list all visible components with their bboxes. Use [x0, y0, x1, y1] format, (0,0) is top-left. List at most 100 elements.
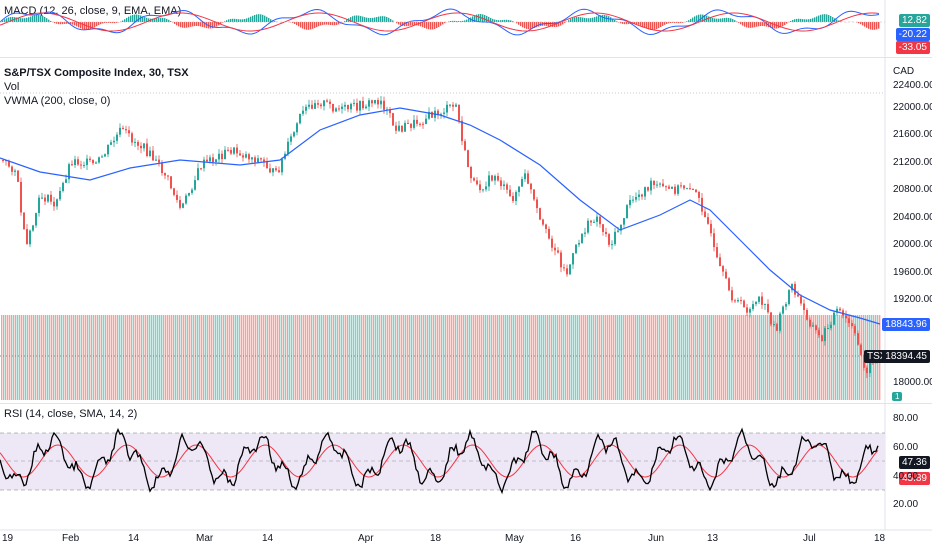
- macd-histogram-bar: [572, 17, 574, 22]
- macd-histogram-bar: [178, 22, 180, 27]
- macd-histogram-bar: [558, 22, 560, 27]
- macd-histogram-bar: [94, 22, 96, 28]
- macd-histogram-bar: [878, 22, 880, 29]
- candle-body: [359, 100, 361, 111]
- candle-body: [755, 301, 757, 305]
- candle-body: [290, 136, 292, 142]
- volume-bar: [319, 315, 321, 400]
- volume-bar: [613, 315, 615, 400]
- macd-histogram-bar: [506, 19, 508, 22]
- candle-body: [662, 183, 664, 187]
- macd-histogram-bar: [232, 18, 234, 22]
- macd-histogram-bar: [192, 22, 194, 27]
- volume-label: Vol: [4, 81, 20, 93]
- volume-bar: [499, 315, 501, 400]
- macd-histogram-bar: [346, 19, 348, 22]
- volume-bar: [59, 315, 61, 400]
- volume-bar: [795, 315, 797, 400]
- candle-body: [2, 160, 4, 161]
- candle-body: [350, 103, 352, 110]
- candle-body: [263, 159, 265, 163]
- macd-histogram-bar: [668, 22, 670, 24]
- candle-body: [50, 194, 52, 202]
- macd-histogram-bar: [410, 22, 412, 26]
- macd-histogram-bar: [494, 19, 496, 22]
- candle-body: [596, 216, 598, 222]
- volume-bar: [231, 315, 233, 400]
- macd-histogram-bar: [300, 22, 302, 28]
- macd-histogram-bar: [24, 18, 26, 22]
- macd-histogram-bar: [818, 15, 820, 22]
- volume-bar: [243, 315, 245, 400]
- price-tick-label: 21200.00: [893, 157, 932, 168]
- candle-body: [590, 220, 592, 223]
- main-price-pane[interactable]: S&P/TSX Composite Index, 30, TSX Vol VWM…: [0, 58, 932, 403]
- macd-divider[interactable]: [0, 57, 932, 58]
- volume-bar: [861, 315, 863, 400]
- volume-bar: [839, 315, 841, 400]
- rsi-divider[interactable]: [0, 403, 932, 404]
- volume-bar: [711, 315, 713, 400]
- macd-histogram-bar: [782, 22, 784, 27]
- volume-bar: [623, 315, 625, 400]
- macd-histogram-bar: [132, 14, 134, 22]
- macd-histogram-bar: [26, 17, 28, 22]
- macd-histogram-bar: [498, 20, 500, 22]
- macd-histogram-bar: [728, 17, 730, 22]
- macd-histogram-bar: [12, 16, 14, 22]
- volume-bar: [703, 315, 705, 400]
- candle-body: [734, 300, 736, 302]
- volume-bar: [325, 315, 327, 400]
- macd-histogram-bar: [662, 22, 664, 26]
- volume-bar: [407, 315, 409, 400]
- macd-histogram-bar: [88, 22, 90, 30]
- volume-bar: [537, 315, 539, 400]
- candle-body: [134, 141, 136, 143]
- candle-body: [47, 194, 49, 202]
- macd-pane[interactable]: MACD (12, 26, close, 9, EMA, EMA) 12.82 …: [0, 0, 932, 55]
- macd-histogram-bar: [362, 16, 364, 22]
- candle-body: [110, 142, 112, 145]
- volume-bar: [143, 315, 145, 400]
- volume-bar: [755, 315, 757, 400]
- macd-histogram-bar: [344, 21, 346, 22]
- volume-bar: [365, 315, 367, 400]
- volume-bar: [831, 315, 833, 400]
- macd-histogram-bar: [214, 22, 216, 28]
- macd-histogram-bar: [696, 15, 698, 22]
- macd-histogram-bar: [458, 21, 460, 22]
- price-tick-label: 22000.00: [893, 102, 932, 113]
- macd-histogram-bar: [8, 17, 10, 22]
- macd-histogram-bar: [382, 16, 384, 22]
- macd-histogram-bar: [570, 18, 572, 22]
- macd-histogram-bar: [316, 22, 318, 28]
- macd-histogram-bar: [764, 22, 766, 27]
- candle-body: [44, 197, 46, 202]
- macd-histogram-bar: [312, 22, 314, 29]
- candle-body: [845, 315, 847, 319]
- volume-bar: [769, 315, 771, 400]
- candle-body: [833, 312, 835, 325]
- macd-histogram-bar: [830, 15, 832, 22]
- macd-histogram-bar: [162, 17, 164, 22]
- macd-histogram-bar: [322, 22, 324, 25]
- macd-histogram-bar: [714, 18, 716, 22]
- candle-body: [830, 324, 832, 329]
- macd-histogram-bar: [292, 22, 294, 24]
- volume-bar: [77, 315, 79, 400]
- volume-bar: [675, 315, 677, 400]
- volume-bar: [3, 315, 5, 400]
- candle-body: [113, 140, 115, 143]
- candle-body: [302, 110, 304, 114]
- macd-histogram-bar: [140, 15, 142, 22]
- macd-histogram-bar: [374, 17, 376, 22]
- volume-bar: [5, 315, 7, 400]
- candle-body: [68, 164, 70, 180]
- macd-histogram-bar: [468, 18, 470, 22]
- rsi-pane[interactable]: RSI (14, close, SMA, 14, 2): [0, 404, 932, 529]
- volume-bar: [125, 315, 127, 400]
- macd-histogram-bar: [640, 22, 642, 26]
- time-tick-label: 19: [2, 533, 14, 544]
- macd-histogram-bar: [616, 21, 618, 22]
